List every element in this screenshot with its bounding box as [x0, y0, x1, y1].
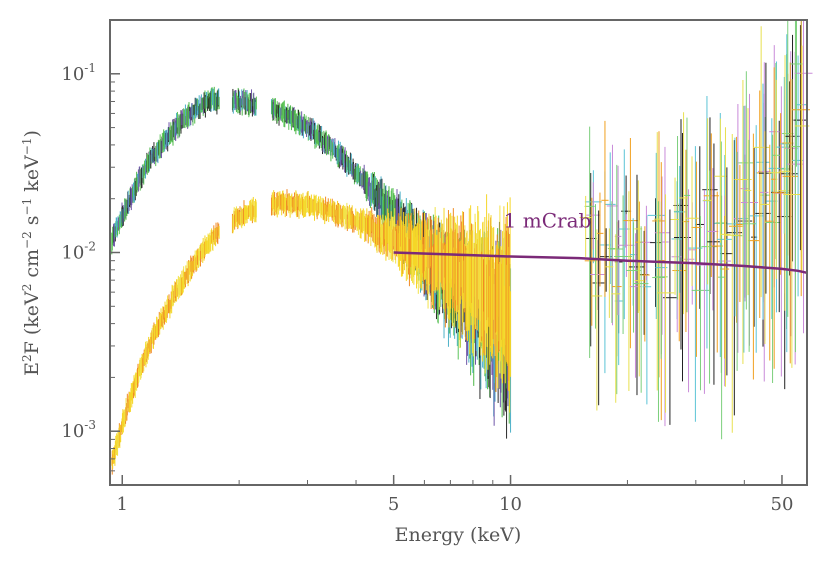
y-tick-label: 10-2 [61, 240, 96, 264]
x-tick-label: 50 [771, 494, 794, 515]
ticks-layer: 1 5 10 50 10-1 10-2 10-3 [61, 19, 794, 515]
hard-xray-points [579, 21, 813, 440]
annotation-1-mcrab: 1 mCrab [504, 209, 592, 233]
x-tick-label: 1 [117, 494, 128, 515]
x-tick-label: 5 [388, 494, 399, 515]
y-tick-label: 10-1 [61, 61, 96, 85]
hard-band-spectra [111, 189, 512, 475]
x-tick-label: 10 [499, 494, 522, 515]
x-axis-title: Energy (keV) [395, 524, 522, 546]
model-line-1-mcrab [393, 251, 808, 275]
model-layer [393, 251, 808, 275]
y-tick-label: 10-3 [61, 418, 96, 442]
y-axis-title: E2F (keV2 cm−2 s−1 keV−1) [20, 130, 43, 376]
data-layer [111, 21, 813, 475]
